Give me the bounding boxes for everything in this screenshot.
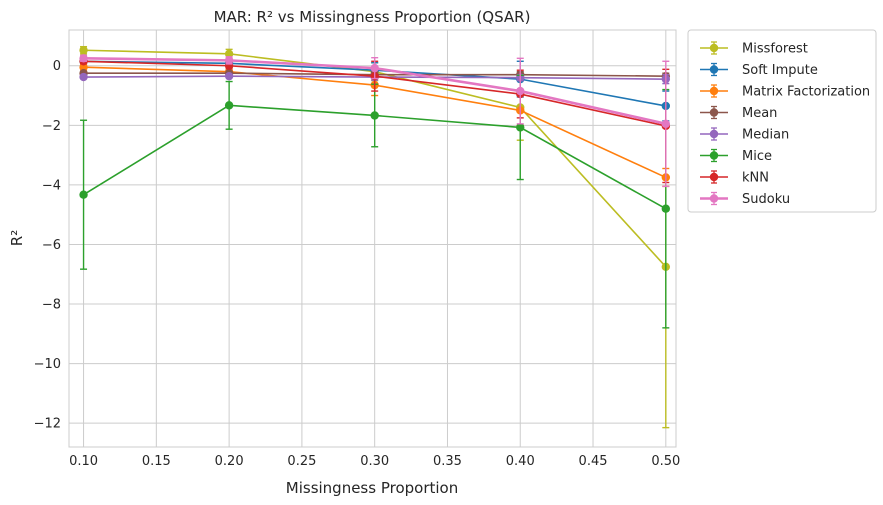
data-point	[79, 72, 88, 82]
legend-entry: Mice	[700, 148, 772, 164]
x-axis-label: Missingness Proportion	[286, 479, 458, 497]
x-tick-label: 0.40	[506, 454, 535, 469]
plot-area	[69, 30, 676, 447]
x-tick-label: 0.10	[69, 454, 98, 469]
x-tick-label: 0.15	[142, 454, 171, 469]
legend-marker	[709, 194, 719, 203]
legend-marker	[709, 172, 719, 182]
chart-title: MAR: R² vs Missingness Proportion (QSAR)	[214, 8, 531, 26]
legend-label: kNN	[742, 171, 769, 186]
y-tick-label: −12	[34, 417, 61, 432]
legend-entry: Median	[700, 127, 789, 143]
y-tick-label: −2	[42, 119, 61, 134]
x-tick-label: 0.35	[433, 454, 462, 469]
legend-entry: kNN	[700, 170, 769, 186]
data-point	[79, 54, 88, 63]
data-point	[79, 190, 88, 199]
legend-marker	[709, 86, 719, 96]
data-point	[516, 123, 525, 132]
data-point	[79, 46, 88, 55]
legend-entry: Missforest	[700, 41, 808, 57]
data-point	[370, 63, 379, 73]
data-point	[224, 101, 234, 110]
x-tick-label: 0.50	[651, 454, 680, 469]
data-point	[224, 49, 234, 59]
data-point	[224, 71, 234, 81]
y-tick-label: −4	[42, 178, 61, 193]
data-point	[370, 111, 379, 120]
legend-marker	[709, 129, 719, 139]
legend-entry: Sudoku	[700, 191, 790, 207]
y-tick-label: −8	[42, 298, 61, 313]
y-tick-label: 0	[53, 59, 61, 74]
legend-marker	[709, 43, 719, 53]
legend-marker	[709, 65, 719, 74]
data-point	[661, 204, 671, 213]
legend-marker	[709, 151, 719, 160]
legend-label: Matrix Factorization	[742, 85, 870, 100]
legend-label: Mice	[742, 149, 772, 164]
legend-label: Sudoku	[742, 192, 790, 207]
data-point	[661, 119, 671, 129]
legend-label: Missforest	[742, 42, 808, 57]
series-layer	[79, 45, 671, 429]
data-point	[516, 86, 525, 96]
legend-label: Soft Impute	[742, 63, 818, 78]
y-tick-labels: 0 −2 −4 −6 −8 −10 −12	[34, 59, 61, 431]
series-mice	[79, 74, 671, 329]
series-sudoku	[79, 54, 671, 188]
x-tick-labels: 0.10 0.15 0.20 0.25 0.30 0.35 0.40 0.45 0.50	[69, 454, 680, 469]
legend-entry: Soft Impute	[700, 62, 818, 78]
legend-entry: Matrix Factorization	[700, 84, 870, 100]
grid-lines	[69, 30, 676, 447]
data-point	[224, 56, 234, 65]
legend-label: Median	[742, 128, 789, 143]
y-tick-label: −6	[42, 238, 61, 253]
x-tick-label: 0.25	[287, 454, 316, 469]
legend-entry: Mean	[700, 105, 777, 121]
x-tick-label: 0.30	[360, 454, 389, 469]
legend-label: Mean	[742, 106, 777, 121]
x-tick-label: 0.45	[579, 454, 608, 469]
legend: Missforest Soft Impute Matrix Factorizatio…	[687, 29, 877, 213]
legend-marker	[709, 108, 719, 117]
y-tick-label: −10	[34, 357, 61, 372]
y-axis-label: R²	[8, 230, 26, 246]
x-tick-label: 0.20	[215, 454, 244, 469]
data-point	[79, 63, 88, 72]
plot-frame	[68, 29, 677, 448]
legend-box	[687, 29, 877, 213]
